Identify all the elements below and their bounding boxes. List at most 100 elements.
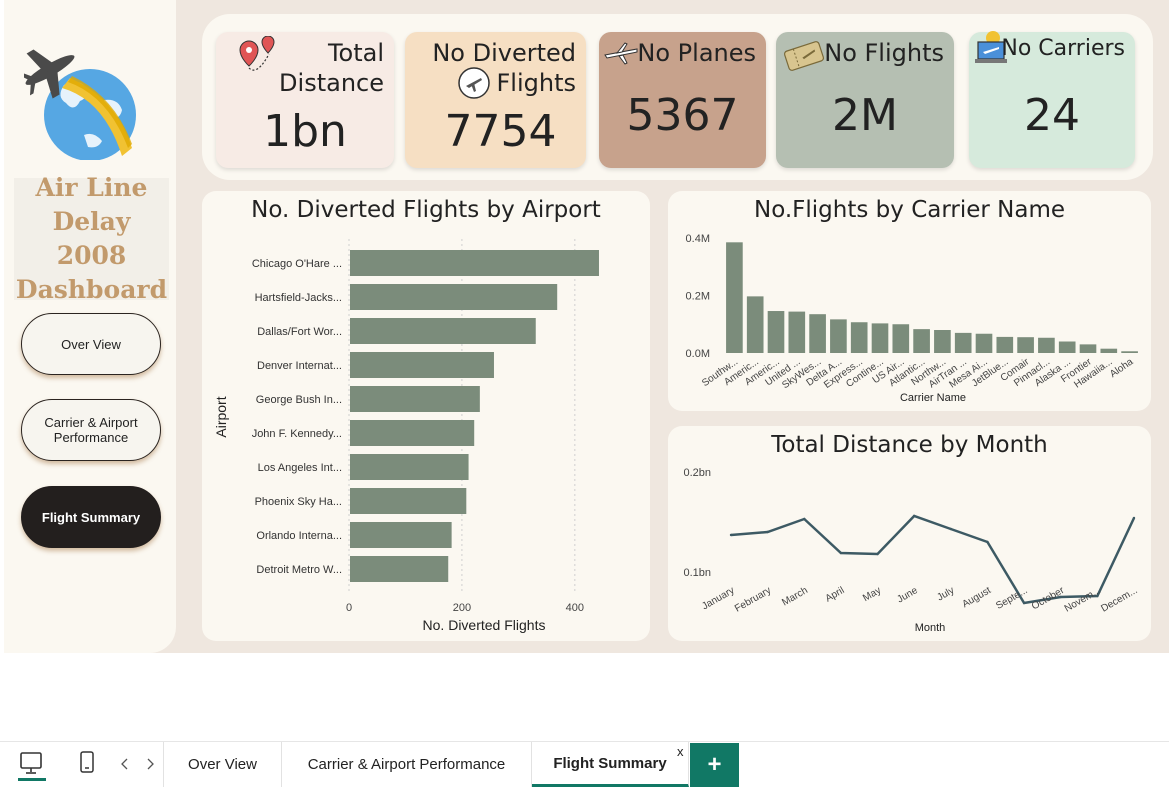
overview-nav-button[interactable]: Over View: [21, 313, 161, 375]
bar: [767, 311, 785, 353]
distance-by-month-panel: Total Distance by Month 0.1bn 0.2bn Januar…: [668, 426, 1151, 641]
bar: [830, 319, 847, 353]
data-point: [839, 551, 843, 555]
data-point: [1096, 594, 1099, 598]
chart-title: Total Distance by Month: [771, 432, 1048, 458]
bar: [1100, 348, 1118, 353]
carrier-airport-nav-button[interactable]: Carrier & Airport Performance: [21, 399, 161, 461]
y-tick-label: 0.0M: [686, 348, 710, 360]
data-point: [1132, 516, 1136, 520]
kpi-value: 1bn: [263, 106, 347, 157]
data-point: [1059, 595, 1062, 599]
bar: [1058, 341, 1076, 353]
report-canvas: Air Line Delay 2008 Dashboard Over View …: [4, 0, 1169, 653]
kpi-label: No Flights: [824, 39, 944, 67]
data-point: [766, 530, 769, 534]
data-point: [803, 517, 806, 521]
data-point: [729, 533, 733, 537]
kpi-label: No Planes: [637, 39, 756, 67]
tab-flight-summary[interactable]: Flight Summary: [532, 742, 689, 787]
desktop-view-icon[interactable]: [18, 751, 46, 781]
y-tick-label: 0.2bn: [683, 467, 711, 479]
x-tick-label: January: [700, 585, 736, 612]
y-tick-label: Detroit Metro W...: [256, 564, 342, 576]
y-tick-label: Los Angeles Int...: [258, 462, 342, 474]
bar: [350, 522, 452, 548]
x-tick-label: Septe...: [994, 585, 1029, 612]
map-pin-icon: [239, 36, 275, 71]
kpi-label: No Diverted Flights: [432, 39, 576, 97]
dashboard-title: Air Line Delay 2008 Dashboard: [15, 173, 168, 304]
y-tick-label: Dallas/Fort Wor...: [257, 326, 342, 338]
x-tick-label: Novem...: [1063, 585, 1103, 615]
kpi-value: 7754: [444, 106, 557, 157]
x-tick-label: August: [960, 585, 993, 610]
x-tick-label: October: [1030, 585, 1067, 613]
diverted-by-airport-chart[interactable]: 0 200 400 Chicago O'Hare ... Hartsfield-Jack…: [202, 191, 650, 641]
x-tick-label: April: [824, 585, 847, 605]
y-tick-label: Orlando Interna...: [256, 530, 342, 542]
bar: [996, 336, 1014, 353]
flight-summary-nav-button[interactable]: Flight Summary: [21, 486, 161, 548]
kpi-planes: No Planes 5367: [599, 32, 766, 168]
tab-carrier-airport-performance[interactable]: Carrier & Airport Performance: [282, 742, 532, 787]
y-tick-label: Hartsfield-Jacks...: [255, 292, 342, 304]
bar: [1121, 351, 1138, 353]
kpi-value: 2M: [832, 90, 898, 141]
kpi-flights: No Flights 2M: [776, 32, 954, 168]
y-axis-label: Airport: [213, 396, 229, 437]
bar: [809, 314, 826, 353]
tab-over-view[interactable]: Over View: [163, 742, 282, 787]
bar: [350, 556, 449, 582]
x-tick-label: June: [895, 585, 920, 606]
bar: [350, 352, 494, 378]
x-axis-label: No. Diverted Flights: [423, 617, 546, 633]
bar: [350, 454, 469, 480]
bar: [1038, 337, 1055, 353]
page-tab-bar: Over View Carrier & Airport Performance …: [0, 741, 1169, 787]
y-tick-label: 0.4M: [686, 233, 710, 245]
x-tick-label: March: [780, 585, 810, 608]
x-tick-label: 200: [453, 602, 471, 614]
kpi-total-distance: Total Distance 1bn: [216, 32, 394, 168]
x-tick-label: 400: [566, 602, 584, 614]
y-tick-label: Denver Internat...: [257, 360, 342, 372]
bar: [934, 330, 951, 353]
x-axis-label: Carrier Name: [900, 392, 966, 404]
y-tick-label: Phoenix Sky Ha...: [255, 496, 342, 508]
y-tick-label: Chicago O'Hare ...: [252, 258, 342, 270]
bar: [1079, 344, 1097, 353]
ticket-icon: [783, 41, 825, 71]
kpi-value: 5367: [626, 90, 739, 141]
kpi-value: 24: [1024, 90, 1080, 141]
flights-by-carrier-panel: No.Flights by Carrier Name 0.0M 0.2M 0.4M S…: [668, 191, 1151, 411]
mobile-view-icon[interactable]: [80, 751, 94, 773]
kpi-label: No Carriers: [1001, 36, 1125, 61]
kpi-diverted-flights: No Diverted Flights 7754: [405, 32, 586, 168]
bar: [350, 386, 480, 412]
diverted-by-airport-panel: No. Diverted Flights by Airport 0 200 400 C…: [202, 191, 650, 641]
y-tick-label: George Bush In...: [256, 394, 342, 406]
bar: [350, 420, 475, 446]
data-point: [912, 514, 916, 518]
kpi-carriers: No Carriers 24: [969, 31, 1135, 168]
bar: [954, 332, 972, 353]
x-tick-label: Decem...: [1099, 585, 1139, 615]
x-tick-label: May: [861, 585, 883, 604]
chevron-right-icon[interactable]: [147, 758, 155, 770]
data-point: [876, 552, 879, 556]
x-tick-label: February: [733, 585, 773, 615]
laptop-flight-icon: [975, 31, 1007, 63]
bar: [850, 322, 868, 353]
add-page-button[interactable]: +: [690, 743, 739, 787]
data-point: [1022, 601, 1026, 605]
bar: [350, 284, 558, 310]
globe-airplane-logo: [24, 49, 136, 160]
close-tab-button[interactable]: x: [677, 744, 684, 759]
y-tick-label: 0.2M: [686, 291, 710, 303]
data-point: [949, 527, 953, 531]
chevron-left-icon[interactable]: [120, 758, 128, 770]
x-tick-label: Aloha: [1108, 356, 1136, 380]
flights-by-carrier-chart[interactable]: 0.0M0.2M0.4MSouthw...Americ...Americ...U…: [668, 191, 1151, 411]
